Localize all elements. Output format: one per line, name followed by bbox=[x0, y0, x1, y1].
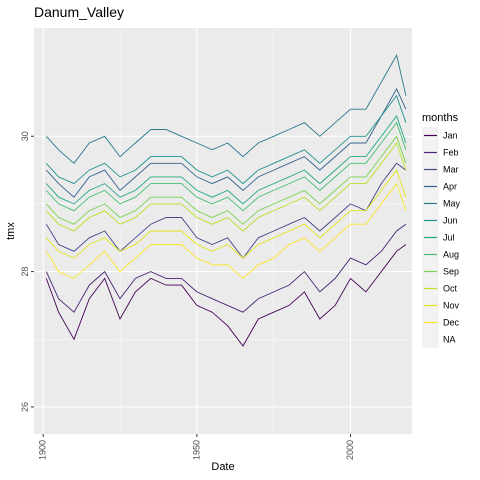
series-line-apr bbox=[45, 87, 407, 198]
legend: months Jan Feb Mar Apr May Jun Jul Aug Sep Oct Nov… bbox=[422, 112, 461, 348]
series-line-dec bbox=[45, 182, 407, 280]
x-axis-title: Date bbox=[211, 461, 234, 473]
series-line-sep bbox=[45, 135, 407, 225]
x-tick-label: 1900 bbox=[38, 440, 48, 460]
series-line-jun bbox=[45, 94, 407, 185]
legend-label: Jun bbox=[443, 216, 458, 226]
y-tick-label: 28 bbox=[20, 267, 30, 277]
series-line-aug bbox=[45, 121, 407, 212]
legend-label: Mar bbox=[443, 165, 459, 175]
legend-label: Dec bbox=[443, 318, 460, 328]
legend-label: Nov bbox=[443, 301, 460, 311]
legend-label: Jan bbox=[443, 131, 458, 141]
legend-label: NA bbox=[443, 335, 456, 345]
legend-label: Apr bbox=[443, 182, 457, 192]
legend-title: months bbox=[422, 112, 459, 124]
y-axis-title: tmx bbox=[5, 222, 17, 240]
grid-major bbox=[34, 28, 412, 434]
chart-title: Danum_Valley bbox=[34, 4, 124, 20]
legend-label: Oct bbox=[443, 284, 458, 294]
series-line-jan bbox=[45, 244, 407, 347]
y-tick-label: 26 bbox=[20, 402, 30, 412]
grid-minor bbox=[34, 28, 412, 434]
series-lines bbox=[45, 53, 407, 347]
series-line-feb bbox=[45, 223, 407, 313]
x-tick-label: 1950 bbox=[191, 440, 201, 460]
x-tick-label: 2000 bbox=[345, 440, 355, 460]
y-tick-label: 30 bbox=[20, 131, 30, 141]
plot-panel bbox=[34, 28, 412, 434]
series-line-nov bbox=[45, 169, 407, 259]
legend-key bbox=[422, 331, 439, 348]
axis-ticks: 1900 1950 2000 26 28 30 bbox=[20, 131, 355, 460]
legend-label: Feb bbox=[443, 148, 459, 158]
legend-label: May bbox=[443, 199, 461, 209]
series-line-oct bbox=[45, 142, 407, 232]
legend-label: Jul bbox=[443, 233, 455, 243]
series-line-may bbox=[45, 53, 407, 164]
series-line-mar bbox=[45, 162, 407, 259]
legend-label: Sep bbox=[443, 267, 459, 277]
legend-label: Aug bbox=[443, 250, 459, 260]
series-line-jul bbox=[45, 115, 407, 205]
